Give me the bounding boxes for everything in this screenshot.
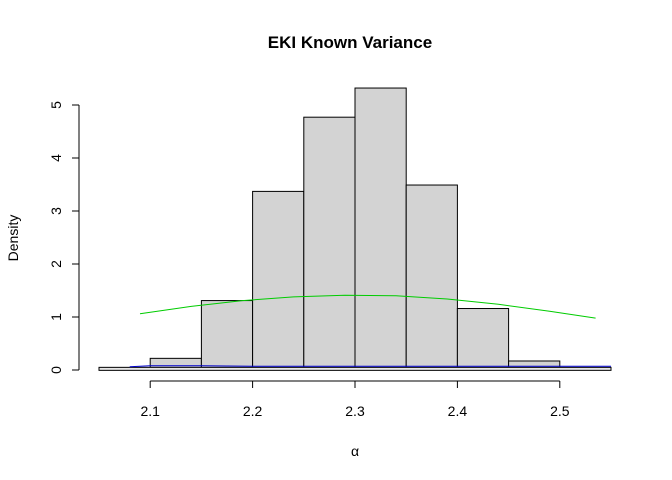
x-tick-label-3: 2.4	[448, 403, 468, 419]
histogram-bars	[149, 87, 561, 371]
y-tick-label-1: 1	[48, 313, 64, 321]
x-tick-label-2: 2.3	[345, 403, 365, 419]
histogram-bar-4	[303, 116, 356, 371]
density-box	[98, 366, 612, 371]
blue-density-curve	[129, 365, 611, 368]
density-box-layer	[98, 366, 612, 371]
x-tick-label-0: 2.1	[140, 403, 160, 419]
green-density-curve	[139, 294, 596, 319]
histogram-bar-2	[200, 300, 254, 371]
y-tick-label-5: 5	[48, 101, 64, 109]
x-axis-label: α	[351, 443, 359, 459]
x-tick-label-1: 2.2	[243, 403, 263, 419]
x-tick-label-4: 2.5	[550, 403, 570, 419]
chart-title: EKI Known Variance	[268, 33, 432, 52]
y-axis: 0 1 2 3 4 5	[48, 101, 80, 374]
density-curves	[129, 294, 611, 368]
y-axis-label: Density	[5, 215, 21, 262]
y-tick-label-3: 3	[48, 207, 64, 215]
histogram-bar-7	[456, 308, 510, 371]
histogram-bar-5	[354, 87, 407, 371]
y-tick-label-4: 4	[48, 154, 64, 162]
histogram-bar-3	[252, 190, 305, 371]
y-tick-label-2: 2	[48, 260, 64, 268]
histogram-bar-6	[405, 184, 458, 371]
y-tick-label-0: 0	[48, 366, 64, 374]
x-axis: 2.1 2.2 2.3 2.4 2.5	[140, 380, 570, 419]
